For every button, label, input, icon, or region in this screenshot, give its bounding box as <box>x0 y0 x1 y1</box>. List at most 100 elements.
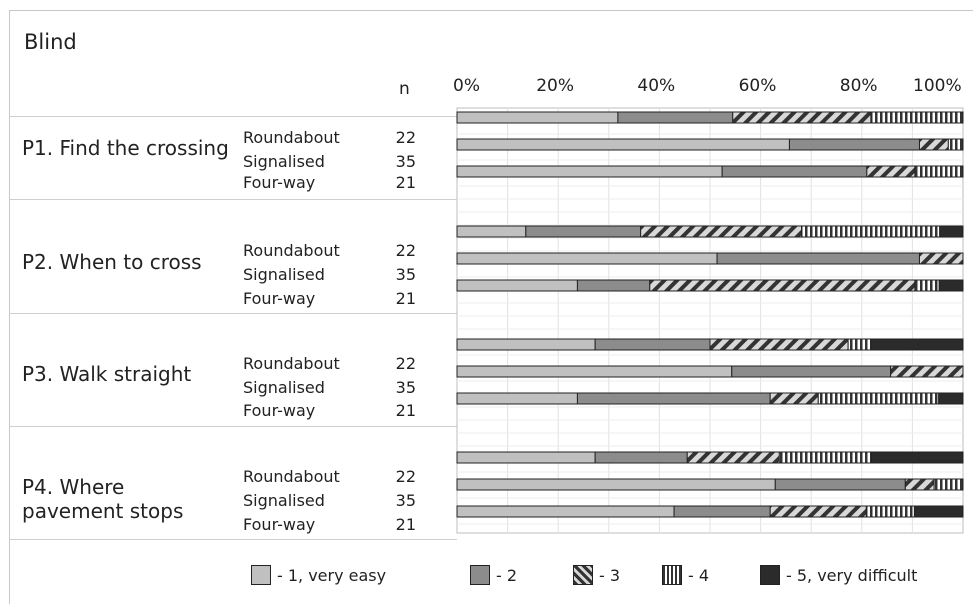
bar-segment-4 <box>870 111 964 124</box>
bar-segment-2 <box>788 138 920 151</box>
legend-swatch <box>662 565 682 585</box>
bar-segment-2 <box>594 451 688 464</box>
legend-label: - 2 <box>496 565 518 585</box>
category-label: Four-way <box>243 401 316 420</box>
bar-segment-3 <box>686 451 780 464</box>
bar-segment-5 <box>913 505 964 518</box>
n-value: 22 <box>395 467 416 486</box>
legend: - 1, very easy - 2 - 3 - 4 - 5, very difficu… <box>0 560 973 590</box>
x-tick-label: 40% <box>637 76 676 96</box>
x-tick-label: 0% <box>453 76 480 96</box>
bar-segment-3 <box>904 478 935 491</box>
separator-line <box>9 426 457 427</box>
bar-segment-1 <box>456 225 527 238</box>
bar-segment-4 <box>801 225 941 238</box>
bar-segment-4 <box>947 138 964 151</box>
legend-label: - 5, very difficult <box>786 565 918 585</box>
category-label: Signalised <box>243 265 325 284</box>
legend-swatch <box>470 565 490 585</box>
chart-title: Blind <box>24 30 77 54</box>
n-value: 21 <box>395 515 416 534</box>
legend-item: - 2 <box>470 560 517 590</box>
bar-segment-1 <box>456 392 578 405</box>
n-value: 35 <box>395 265 416 284</box>
bar-segment-5 <box>939 225 964 238</box>
bar-segment-4 <box>847 338 872 351</box>
bar-segment-5 <box>870 451 964 464</box>
frame-outline <box>9 10 973 604</box>
bar-segment-2 <box>576 392 771 405</box>
bar-segment-3 <box>769 392 819 405</box>
legend-item: - 5, very difficult <box>760 560 917 590</box>
bar-segment-2 <box>617 111 734 124</box>
separator-line <box>9 199 457 200</box>
bar-segment-3 <box>649 279 916 292</box>
x-tick-label: 100% <box>913 76 962 96</box>
bar-segment-3 <box>709 338 849 351</box>
bar-segment-4 <box>778 451 872 464</box>
bar-segment-1 <box>456 279 578 292</box>
separator-line <box>9 313 457 314</box>
bar-segment-1 <box>456 111 619 124</box>
problem-label: P4. Where pavement stops <box>22 475 184 523</box>
n-value: 21 <box>395 289 416 308</box>
category-label: Signalised <box>243 152 325 171</box>
bar-segment-3 <box>732 111 872 124</box>
bar-segment-4 <box>933 478 964 491</box>
bar-segment-5 <box>870 338 964 351</box>
problem-label: P1. Find the crossing <box>22 136 229 160</box>
legend-label: - 3 <box>599 565 621 585</box>
n-value: 21 <box>395 401 416 420</box>
n-value: 35 <box>395 491 416 510</box>
bar-segment-4 <box>865 505 915 518</box>
n-value: 35 <box>395 152 416 171</box>
category-label: Roundabout <box>243 128 340 147</box>
x-tick-label: 80% <box>839 76 878 96</box>
bar-segment-1 <box>456 365 733 378</box>
bar-segment-4 <box>817 392 940 405</box>
bar-segment-2 <box>673 505 771 518</box>
bar-segments <box>456 111 964 518</box>
bar-segment-3 <box>640 225 803 238</box>
category-label: Roundabout <box>243 467 340 486</box>
x-tick-label: 20% <box>536 76 574 96</box>
problem-label: P3. Walk straight <box>22 362 192 386</box>
bar-segment-5 <box>938 392 964 405</box>
category-label: Roundabout <box>243 354 340 373</box>
legend-swatch <box>251 565 271 585</box>
legend-swatch <box>760 565 780 585</box>
bar-segment-3 <box>918 138 949 151</box>
category-label: Signalised <box>243 378 325 397</box>
bar-segment-3 <box>866 165 916 178</box>
bar-segment-2 <box>721 165 868 178</box>
bar-segment-2 <box>594 338 711 351</box>
bar-segment-2 <box>731 365 892 378</box>
n-value: 22 <box>395 128 416 147</box>
bar-segment-1 <box>456 338 596 351</box>
n-value: 22 <box>395 241 416 260</box>
bar-segment-1 <box>456 505 675 518</box>
bar-segment-2 <box>576 279 651 292</box>
category-label: Four-way <box>243 289 316 308</box>
n-value: 22 <box>395 354 416 373</box>
category-label: Four-way <box>243 515 316 534</box>
legend-item: - 3 <box>573 560 620 590</box>
problem-label: P2. When to cross <box>22 250 202 274</box>
legend-item: - 1, very easy <box>251 560 386 590</box>
legend-label: - 1, very easy <box>277 565 387 585</box>
bar-segment-1 <box>456 138 790 151</box>
bar-segment-1 <box>456 252 718 265</box>
n-value: 21 <box>395 173 416 192</box>
category-label: Four-way <box>243 173 316 192</box>
n-column-header: n <box>399 79 410 99</box>
bar-segment-3 <box>918 252 964 265</box>
bar-segment-4 <box>914 165 964 178</box>
bar-segment-3 <box>769 505 867 518</box>
bar-segment-1 <box>456 165 723 178</box>
n-value: 35 <box>395 378 416 397</box>
legend-item: - 4 <box>662 560 709 590</box>
separator-line <box>9 116 457 117</box>
legend-label: - 4 <box>688 565 710 585</box>
